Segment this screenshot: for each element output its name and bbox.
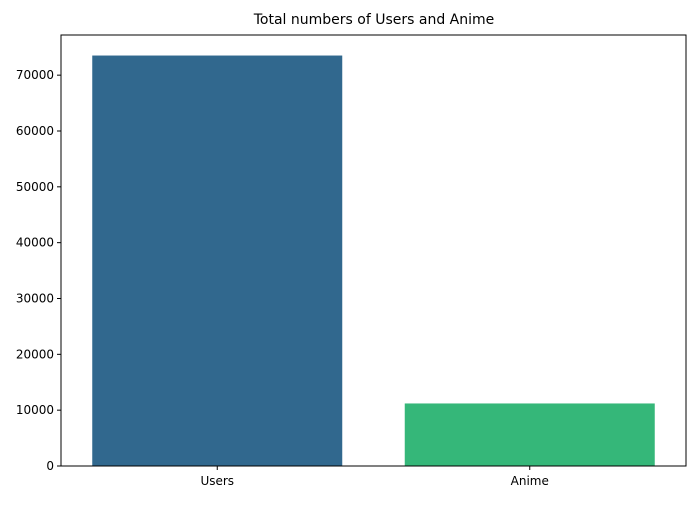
bar-anime <box>404 403 655 466</box>
chart-title: Total numbers of Users and Anime <box>253 12 495 28</box>
y-tick-label: 20000 <box>16 347 54 361</box>
plot-area: Users Anime 0 10000 20000 30000 40000 50000 6000… <box>16 34 687 488</box>
y-tick-label: 40000 <box>16 236 54 250</box>
x-tick-label: Users <box>200 474 234 488</box>
y-tick-label: 30000 <box>16 291 54 305</box>
plot-frame <box>60 34 687 467</box>
y-tick-label: 60000 <box>16 124 54 138</box>
y-tick-label: 50000 <box>16 180 54 194</box>
y-tick-label: 0 <box>46 459 54 473</box>
x-tick-label: Anime <box>511 474 549 488</box>
y-tick-label: 10000 <box>16 403 54 417</box>
y-tick-label: 70000 <box>16 68 54 82</box>
bar-users <box>92 55 343 466</box>
